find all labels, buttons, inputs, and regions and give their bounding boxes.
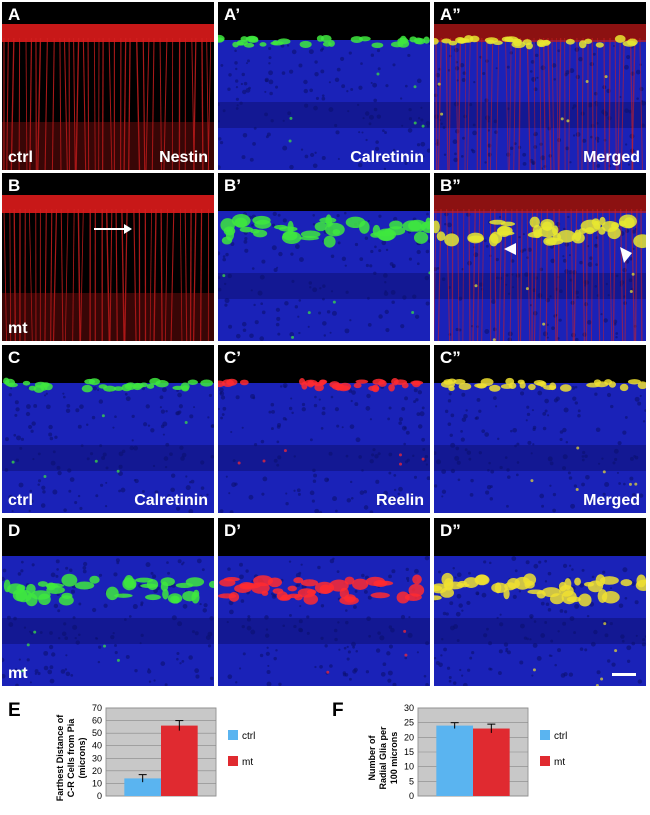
- micrograph-image: [2, 2, 214, 170]
- legend-label-ctrl: ctrl: [554, 731, 567, 742]
- y-tick-label: 70: [92, 703, 102, 713]
- panel-label: A”: [440, 5, 461, 24]
- legend-swatch-ctrl: [228, 730, 238, 740]
- y-tick-label: 10: [404, 762, 414, 772]
- panel-label: B”: [440, 176, 461, 195]
- y-tick-label: 5: [409, 776, 414, 786]
- y-tick-label: 40: [92, 741, 102, 751]
- micrograph-image: [2, 345, 214, 513]
- micrograph-panel-d-double-prime: D”: [434, 518, 646, 686]
- chart-e-ylabel-line-1: Farthest Distance of: [55, 714, 65, 802]
- micrograph-panel-a-double-prime: A” Merged: [434, 2, 646, 170]
- condition-label: mt: [8, 320, 28, 337]
- micrograph-panel-a-prime: A’ Calretinin: [218, 2, 430, 170]
- y-tick-label: 15: [404, 747, 414, 757]
- legend-label-mt: mt: [554, 757, 565, 768]
- micrograph-image: [434, 2, 646, 170]
- bar-mt: [473, 728, 510, 796]
- panel-label: D’: [224, 521, 241, 540]
- panel-label: A: [8, 5, 21, 24]
- chart-f-ylabel-line-1: Number of: [367, 735, 377, 781]
- chart-e-panel-label: E: [8, 700, 21, 721]
- bar-ctrl: [436, 725, 473, 796]
- panel-label: C’: [224, 348, 241, 367]
- y-tick-label: 10: [92, 778, 102, 788]
- chart-e-ylabel-line-2: C-R Cells from Pia: [66, 718, 76, 798]
- stain-label: Merged: [583, 149, 640, 166]
- y-tick-label: 20: [404, 732, 414, 742]
- arrowhead-annotation: [504, 243, 516, 255]
- legend-swatch-mt: [540, 756, 550, 766]
- legend-swatch-ctrl: [540, 730, 550, 740]
- micrograph-panel-b-double-prime: B”: [434, 173, 646, 341]
- condition-label: ctrl: [8, 149, 33, 166]
- y-tick-label: 60: [92, 716, 102, 726]
- micrograph-panel-d-prime: D’: [218, 518, 430, 686]
- legend-swatch-mt: [228, 756, 238, 766]
- micrograph-image: [434, 345, 646, 513]
- micrograph-image: [218, 345, 430, 513]
- micrograph-image: [434, 518, 646, 686]
- panel-label: C”: [440, 348, 461, 367]
- y-tick-label: 30: [404, 703, 414, 713]
- y-tick-label: 30: [92, 753, 102, 763]
- stain-label: Calretinin: [134, 492, 208, 509]
- chart-e: 0 10 20 30 40 50 60 70 ctrl mt: [92, 703, 255, 801]
- bar-mt: [161, 725, 198, 796]
- y-tick-label: 25: [404, 718, 414, 728]
- legend-label-ctrl: ctrl: [242, 731, 255, 742]
- micrograph-image: [218, 173, 430, 341]
- panel-label: C: [8, 348, 21, 367]
- chart-f: 0 5 10 15 20 25 30 ctrl mt: [404, 703, 567, 801]
- condition-label: mt: [8, 665, 28, 682]
- arrowhead-annotation: [620, 247, 632, 263]
- y-tick-label: 0: [409, 791, 414, 801]
- panel-label: D: [8, 521, 21, 540]
- panel-label: A’: [224, 5, 241, 24]
- micrograph-panel-b-prime: B’: [218, 173, 430, 341]
- y-tick-label: 20: [92, 766, 102, 776]
- chart-f-ylabel-line-2: Radial Glia per: [378, 726, 388, 790]
- arrowhead-annotation: [124, 224, 132, 234]
- panel-label: B: [8, 176, 21, 195]
- micrograph-image: [2, 518, 214, 686]
- stain-label: Reelin: [375, 492, 424, 509]
- legend-label-mt: mt: [242, 757, 253, 768]
- micrograph-image: [218, 518, 430, 686]
- stain-label: Nestin: [159, 149, 208, 166]
- micrograph-image: [434, 173, 646, 341]
- scale-bar: [612, 673, 636, 676]
- y-tick-label: 0: [97, 791, 102, 801]
- stain-label: Merged: [583, 492, 640, 509]
- condition-label: ctrl: [8, 492, 33, 509]
- panel-label: D”: [440, 521, 461, 540]
- micrograph-image: [218, 2, 430, 170]
- chart-f-panel-label: F: [332, 700, 344, 721]
- micrograph-image: [2, 173, 214, 341]
- micrograph-panel-c-double-prime: C” Merged: [434, 345, 646, 513]
- micrograph-panel-c-prime: C’ Reelin: [218, 345, 430, 513]
- y-tick-label: 50: [92, 728, 102, 738]
- stain-label: Calretinin: [350, 149, 424, 166]
- panel-label: B’: [224, 176, 241, 195]
- bar-ctrl: [124, 778, 161, 796]
